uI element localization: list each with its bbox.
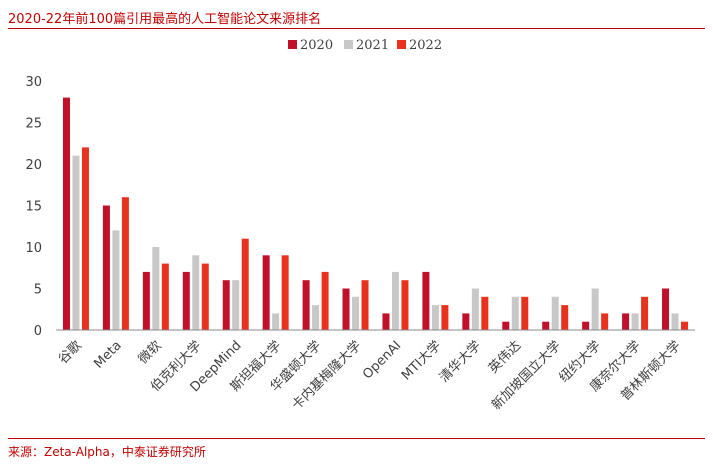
bar-2021-8 — [391, 271, 399, 330]
bar-2020-12 — [542, 321, 550, 330]
x-tick-label: 新加坡国立大学 — [488, 338, 564, 414]
bar-2022-2 — [161, 263, 169, 330]
bar-2022-0 — [81, 147, 89, 330]
bar-2021-3 — [192, 255, 200, 330]
bar-2020-0 — [62, 97, 70, 330]
y-axis: 0 5 10 15 20 25 30 — [25, 75, 42, 339]
bar-2022-13 — [601, 313, 609, 330]
bar-2021-12 — [551, 296, 559, 330]
bar-2021-13 — [591, 288, 599, 330]
bar-2021-5 — [272, 313, 280, 330]
legend: 2020 2021 2022 — [288, 38, 442, 53]
bar-2022-12 — [561, 305, 569, 330]
legend-label-2020: 2020 — [300, 38, 333, 53]
bar-2020-11 — [502, 321, 510, 330]
bar-2021-10 — [471, 288, 479, 330]
bar-2020-9 — [422, 271, 430, 330]
x-tick-label: 微软 — [136, 338, 165, 367]
bar-2021-0 — [72, 155, 80, 330]
bar-2022-14 — [641, 296, 649, 330]
footer-divider — [8, 438, 705, 439]
bar-2020-10 — [462, 313, 470, 330]
bar-2020-13 — [582, 321, 590, 330]
source-note: 来源：Zeta-Alpha，中泰证券研究所 — [8, 445, 206, 459]
bar-2020-7 — [342, 288, 350, 330]
bar-2022-15 — [681, 321, 689, 330]
bar-2022-4 — [241, 238, 249, 330]
bar-2021-6 — [312, 305, 320, 330]
bar-2022-8 — [401, 280, 409, 330]
x-tick-label: 卡内基梅隆大学 — [289, 338, 365, 414]
bar-2020-4 — [222, 280, 230, 330]
bar-2022-9 — [441, 305, 449, 330]
bars — [62, 97, 689, 330]
legend-swatch-2022 — [397, 40, 406, 49]
bar-2022-5 — [281, 255, 289, 330]
bar-2020-5 — [262, 255, 270, 330]
legend-swatch-2021 — [344, 40, 353, 49]
x-tick-label: OpenAI — [360, 338, 404, 382]
legend-swatch-2020 — [288, 40, 297, 49]
x-axis: 谷歌 Meta 微软伯克利大学DeepMind斯坦福大学华盛顿大学卡内基梅隆大学Op… — [56, 329, 695, 414]
bar-2021-9 — [431, 305, 439, 330]
bar-2022-3 — [201, 263, 209, 330]
legend-label-2021: 2021 — [356, 38, 389, 53]
legend-label-2022: 2022 — [409, 38, 442, 53]
bar-2022-10 — [481, 296, 489, 330]
bar-2020-1 — [102, 205, 110, 330]
bar-2020-15 — [662, 288, 670, 330]
bar-2021-4 — [232, 280, 240, 330]
bar-2021-15 — [671, 313, 679, 330]
x-tick-label: 英伟达 — [486, 338, 524, 376]
y-tick-label: 0 — [34, 324, 42, 339]
bar-2021-11 — [511, 296, 519, 330]
y-tick-label: 10 — [25, 241, 42, 256]
chart-title: 2020-22年前100篇引用最高的人工智能论文来源排名 — [8, 12, 322, 27]
bar-2022-6 — [321, 271, 329, 330]
y-tick-label: 25 — [25, 117, 42, 132]
bar-2021-7 — [352, 296, 360, 330]
bar-2020-3 — [182, 271, 190, 330]
bar-2020-14 — [622, 313, 630, 330]
y-tick-label: 20 — [25, 158, 42, 173]
bar-2022-1 — [121, 197, 129, 330]
bar-2022-11 — [521, 296, 529, 330]
bar-2022-7 — [361, 280, 369, 330]
bar-2020-8 — [382, 313, 390, 330]
y-tick-label: 15 — [25, 200, 42, 215]
bar-2020-6 — [302, 280, 310, 330]
bar-2021-14 — [631, 313, 639, 330]
x-tick-label: 谷歌 — [56, 338, 85, 367]
x-tick-label: Meta — [91, 338, 124, 371]
x-tick-label: 清华大学 — [436, 338, 484, 386]
title-divider — [8, 28, 705, 29]
y-tick-label: 5 — [34, 283, 42, 298]
bar-2020-2 — [142, 271, 150, 330]
y-tick-label: 30 — [25, 75, 42, 90]
bar-2021-2 — [152, 247, 160, 330]
bar-2021-1 — [112, 230, 120, 330]
